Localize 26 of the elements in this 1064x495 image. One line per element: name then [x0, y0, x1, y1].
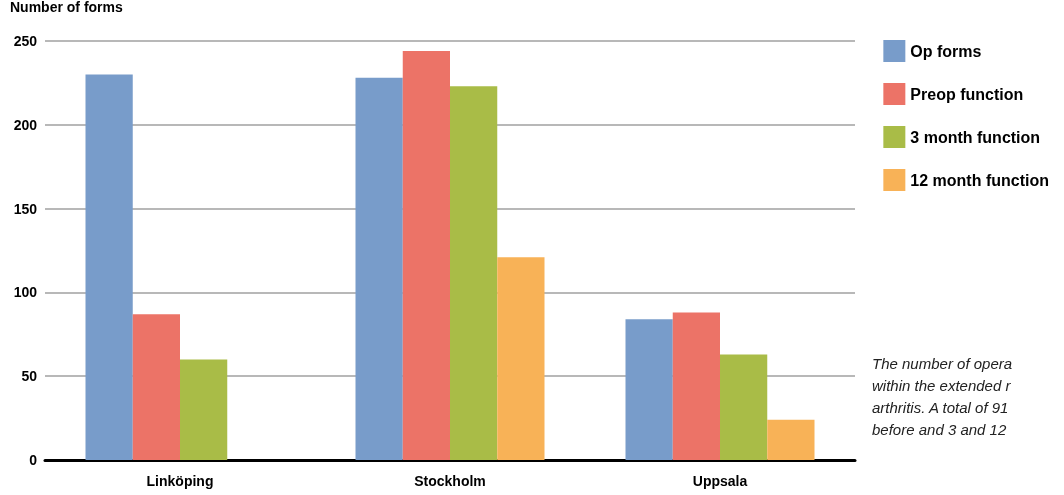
bar: [625, 319, 673, 460]
y-tick-label: 50: [21, 368, 38, 385]
x-tick-label: Uppsala: [692, 473, 748, 489]
bar: [85, 74, 133, 460]
legend-label: 12 month function: [910, 171, 1049, 189]
bar: [497, 257, 545, 460]
y-axis-title: Number of forms: [10, 0, 123, 15]
bar: [355, 77, 403, 460]
legend-label: Op forms: [910, 42, 982, 60]
legend-label: 3 month function: [910, 128, 1041, 146]
y-tick-label: 250: [13, 33, 38, 49]
bar: [720, 354, 768, 460]
y-tick-label: 150: [13, 200, 38, 217]
y-tick-label: 100: [13, 284, 38, 301]
bar: [132, 314, 180, 460]
bar: [672, 312, 720, 460]
legend-label: Preop function: [910, 85, 1024, 103]
y-tick-label: 200: [13, 116, 38, 133]
text: The number of opera within the extended r arthritis. A total of 91 before and 3 and 12: [872, 354, 1013, 438]
x-tick-label: Linköping: [146, 473, 214, 489]
bar: [180, 359, 228, 460]
y-tick-label: 0: [29, 452, 38, 468]
bar: [767, 419, 815, 460]
bar: [450, 86, 498, 460]
bar: [402, 51, 450, 460]
x-tick-label: Stockholm: [414, 473, 486, 489]
